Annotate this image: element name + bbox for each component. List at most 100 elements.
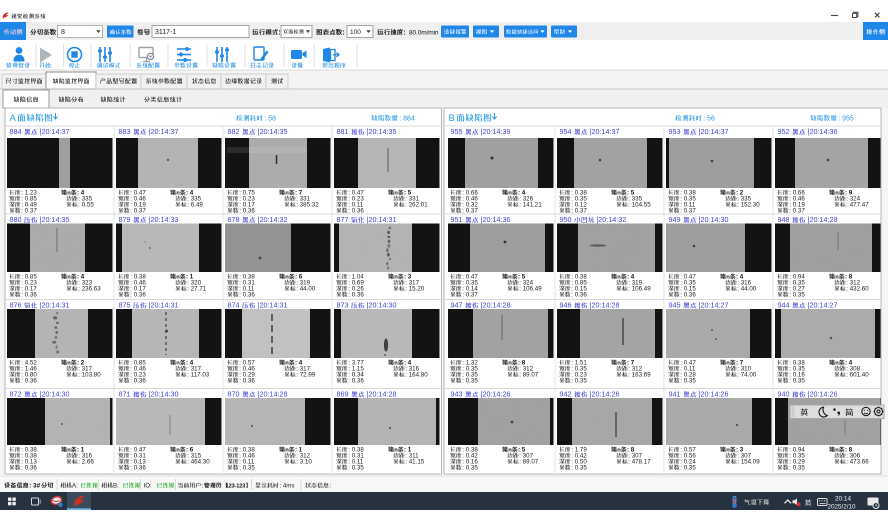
svg-text:: 0.36: : 0.36 xyxy=(21,292,37,299)
svg-text:123-123: 123-123 xyxy=(226,484,246,490)
svg-text:n: n xyxy=(394,361,398,367)
svg-text:: 7: : 7 xyxy=(295,190,303,197)
svg-text:951: 951 xyxy=(451,215,463,224)
svg-text:: 312: : 312 xyxy=(846,280,860,287)
svg-text:: 4: : 4 xyxy=(404,360,412,367)
svg-text:B: B xyxy=(449,113,455,124)
svg-text:: 0.47: : 0.47 xyxy=(462,274,478,281)
svg-text:: 0.49: : 0.49 xyxy=(21,202,37,209)
svg-text:: 307: : 307 xyxy=(737,453,751,460)
svg-text:n: n xyxy=(176,448,180,454)
svg-text:: 103.80: : 103.80 xyxy=(78,372,101,379)
svg-text:n: n xyxy=(394,275,398,281)
svg-text:: 0.36: : 0.36 xyxy=(21,465,37,472)
svg-text:|20:14:31: |20:14:31 xyxy=(40,301,70,310)
svg-text::: : xyxy=(278,30,280,37)
svg-text:: 0.35: : 0.35 xyxy=(680,280,696,287)
svg-text:: 335: : 335 xyxy=(737,196,751,203)
svg-text:: 8: : 8 xyxy=(845,274,853,281)
svg-text:: 0.46: : 0.46 xyxy=(130,196,146,203)
svg-text:: 0.75: : 0.75 xyxy=(239,190,255,197)
svg-text:: 0.23: : 0.23 xyxy=(348,196,364,203)
svg-text:: 236.63: : 236.63 xyxy=(78,286,101,293)
svg-text:|20:14:36: |20:14:36 xyxy=(808,127,838,136)
svg-text:: 2.66: : 2.66 xyxy=(78,459,94,466)
svg-text:: 0.11: : 0.11 xyxy=(348,202,364,209)
svg-text:954: 954 xyxy=(560,127,572,136)
svg-text:: 0.12: : 0.12 xyxy=(571,202,587,209)
svg-text:: 0.17: : 0.17 xyxy=(130,286,146,293)
svg-text:: 1: : 1 xyxy=(295,447,303,454)
svg-text:: 316: : 316 xyxy=(405,366,419,373)
svg-text:n: n xyxy=(176,191,180,197)
svg-text:: 104.55: : 104.55 xyxy=(628,202,651,209)
svg-text:: 7: : 7 xyxy=(627,360,635,367)
svg-text:: 0.36: : 0.36 xyxy=(21,378,37,385)
svg-text:: 1.15: : 1.15 xyxy=(348,366,364,373)
svg-text:: 106.49: : 106.49 xyxy=(628,286,651,293)
svg-text:: 0.35: : 0.35 xyxy=(789,453,805,460)
svg-text:: 0.35: : 0.35 xyxy=(348,465,364,472)
svg-text:: 0.47: : 0.47 xyxy=(130,447,146,454)
svg-text:: 41.15: : 41.15 xyxy=(405,459,424,466)
svg-text:: 0.16: : 0.16 xyxy=(789,372,805,379)
svg-text:: 1.04: : 1.04 xyxy=(348,274,364,281)
svg-text:: 89.07: : 89.07 xyxy=(519,459,538,466)
svg-text:: 4ms: : 4ms xyxy=(280,483,295,490)
svg-text:100: 100 xyxy=(350,29,361,36)
svg-text:B:: B: xyxy=(113,483,119,490)
svg-text:|20:14:39: |20:14:39 xyxy=(481,127,511,136)
svg-text:n: n xyxy=(285,275,289,281)
svg-text:: 4: : 4 xyxy=(77,274,85,281)
svg-text:: 141.21: : 141.21 xyxy=(519,202,542,209)
svg-text:874: 874 xyxy=(228,301,240,310)
svg-text:: 0.85: : 0.85 xyxy=(571,280,587,287)
svg-text:: 0.35: : 0.35 xyxy=(789,465,805,472)
svg-text:: 0.19: : 0.19 xyxy=(789,202,805,209)
svg-text:: 324: : 324 xyxy=(519,280,533,287)
svg-text:|20:14:27: |20:14:27 xyxy=(699,301,729,310)
svg-text:80.0m/min: 80.0m/min xyxy=(409,30,439,37)
svg-text:: 335: : 335 xyxy=(78,196,92,203)
svg-text:|20:14:30: |20:14:30 xyxy=(40,390,70,399)
svg-text:: 0.31: : 0.31 xyxy=(239,280,255,287)
svg-text:: 323: : 323 xyxy=(78,280,92,287)
svg-text:: 4: : 4 xyxy=(186,190,194,197)
svg-text:: 0.35: : 0.35 xyxy=(680,465,696,472)
svg-text:: 0.66: : 0.66 xyxy=(462,190,478,197)
svg-text:n: n xyxy=(67,361,71,367)
svg-text:: 0.16: : 0.16 xyxy=(462,459,478,466)
svg-text:: 2: : 2 xyxy=(736,190,744,197)
svg-text:n: n xyxy=(835,191,839,197)
svg-text:: 2: : 2 xyxy=(77,360,85,367)
svg-text:: 0.36: : 0.36 xyxy=(239,378,255,385)
svg-text:: 0.35: : 0.35 xyxy=(462,280,478,287)
svg-text:: 3: : 3 xyxy=(404,274,412,281)
svg-text:n: n xyxy=(285,361,289,367)
svg-text:: 262.01: : 262.01 xyxy=(405,202,428,209)
svg-text:: 0.35: : 0.35 xyxy=(462,378,478,385)
svg-text:: 331: : 331 xyxy=(296,196,310,203)
svg-text:2025/2/10: 2025/2/10 xyxy=(827,504,856,511)
svg-text:879: 879 xyxy=(119,215,131,224)
svg-text:|20:14:35: |20:14:35 xyxy=(40,215,70,224)
svg-text:: 0.47: : 0.47 xyxy=(680,274,696,281)
svg-text:: 312: : 312 xyxy=(519,366,533,373)
svg-text:: 0.35: : 0.35 xyxy=(571,378,587,385)
svg-text:|20:14:30: |20:14:30 xyxy=(699,215,729,224)
svg-text:|20:14:26: |20:14:26 xyxy=(699,390,729,399)
svg-text:n: n xyxy=(285,448,289,454)
svg-text:875: 875 xyxy=(119,301,131,310)
svg-text:: 0.42: : 0.42 xyxy=(462,453,478,460)
svg-text:: 0.11: : 0.11 xyxy=(680,202,696,209)
svg-text:: 464.30: : 464.30 xyxy=(187,459,210,466)
svg-text:: 477.47: : 477.47 xyxy=(846,202,869,209)
svg-text:: 0.85: : 0.85 xyxy=(21,196,37,203)
svg-text:|20:14:26: |20:14:26 xyxy=(808,390,838,399)
svg-text:: 3: : 3 xyxy=(736,447,744,454)
svg-text:: 0.13: : 0.13 xyxy=(130,459,146,466)
svg-text:: 0.28: : 0.28 xyxy=(680,372,696,379)
svg-text:: 74.00: : 74.00 xyxy=(737,372,756,379)
svg-text:947: 947 xyxy=(451,301,463,310)
svg-text:: 9: : 9 xyxy=(845,190,853,197)
